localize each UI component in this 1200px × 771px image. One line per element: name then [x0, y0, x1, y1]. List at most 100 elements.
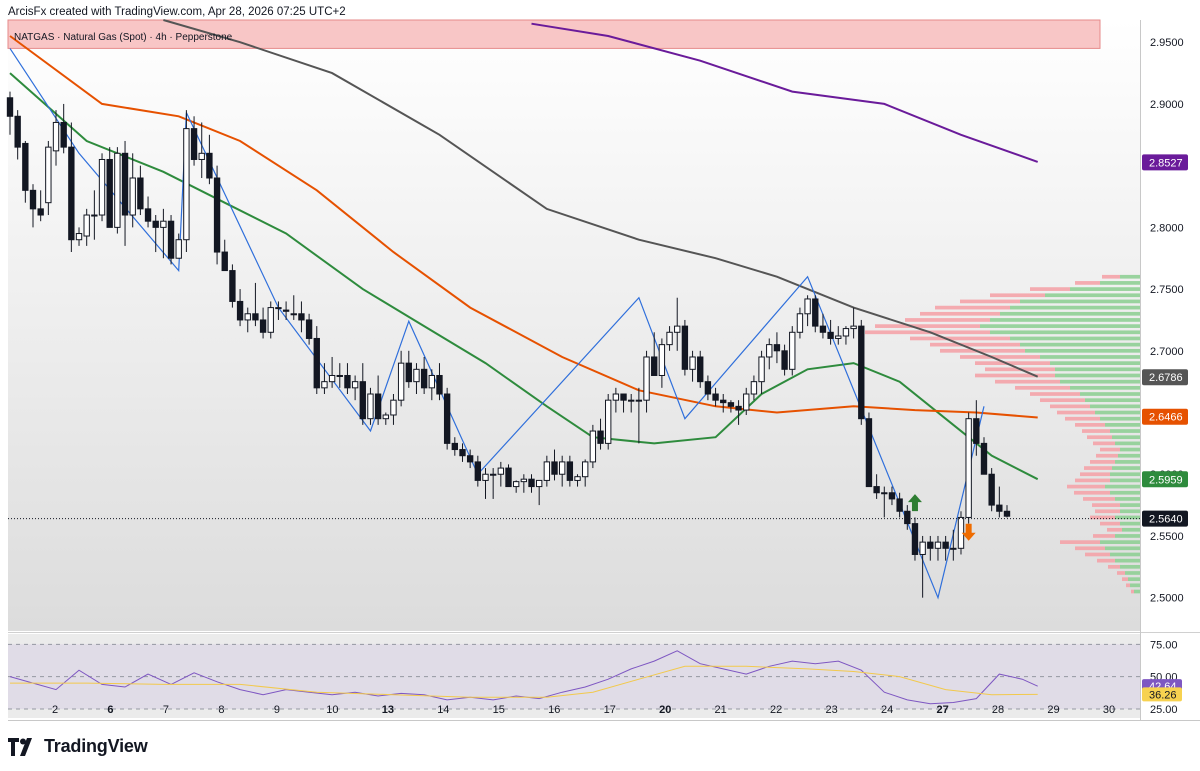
volume-bin-buy: [1120, 564, 1140, 569]
candle-body: [459, 449, 466, 457]
candle: [344, 363, 351, 395]
candle-body: [244, 313, 251, 321]
volume-bin-buy: [1110, 490, 1140, 495]
candle: [91, 190, 98, 240]
volume-bin-sell: [910, 336, 1010, 341]
candle-body: [321, 381, 328, 389]
candle: [551, 449, 558, 481]
volume-bin-buy: [1112, 435, 1140, 440]
candle: [413, 363, 420, 395]
candle: [6, 91, 14, 135]
candle-body: [819, 325, 827, 333]
volume-bin-sell: [1083, 497, 1115, 501]
candle: [290, 295, 297, 320]
candle-body: [512, 481, 520, 488]
candle: [29, 184, 37, 228]
volume-bin-buy: [1085, 398, 1140, 403]
volume-bin-buy: [1118, 453, 1140, 458]
candle: [45, 140, 52, 216]
volume-bin-sell: [960, 299, 1020, 304]
candle-body: [750, 381, 758, 395]
rsi-ma-value-label: 36.26: [1149, 689, 1177, 701]
time-axis-labels: 2 6 7 8 9 10 13 14 15 16 17 20 21 22 23 24 27 28 29 30: [52, 704, 1115, 716]
candle: [512, 480, 520, 493]
candle: [98, 153, 106, 222]
time-tick-label: 10: [326, 704, 338, 716]
candle-body: [397, 362, 405, 401]
candle-body: [635, 399, 643, 402]
volume-bin-sell: [960, 355, 1040, 359]
candle: [451, 437, 458, 456]
volume-bin-sell: [1075, 281, 1100, 285]
candle-body: [114, 152, 121, 228]
resistance-zone: [7, 19, 1101, 49]
volume-profile: [865, 274, 1140, 594]
volume-bin-buy: [1115, 534, 1140, 538]
volume-bin-sell: [1102, 274, 1120, 279]
chart-area[interactable]: 2.95002.90002.85002.80002.75002.70002.65…: [0, 0, 1200, 730]
volume-bin-buy: [1120, 274, 1140, 279]
volume-bin-sell: [1085, 552, 1110, 557]
candle: [83, 208, 90, 246]
rsi-band: [8, 644, 1140, 709]
candle-body: [605, 399, 612, 444]
candle-body: [620, 393, 627, 401]
candle: [459, 443, 466, 462]
time-tick-label: 24: [881, 704, 893, 716]
candle-body: [420, 368, 428, 389]
volume-bin-sell: [1050, 404, 1090, 409]
candle-body: [336, 374, 343, 377]
candle-body: [482, 473, 489, 481]
candle: [697, 350, 704, 388]
candle-body: [298, 313, 305, 321]
candle-body: [766, 344, 773, 358]
candle: [635, 387, 643, 444]
candle: [213, 165, 221, 265]
candle-body: [658, 344, 666, 376]
candle-body: [980, 442, 988, 475]
candle: [14, 110, 21, 160]
volume-bin-sell: [1080, 472, 1110, 477]
candle: [359, 363, 366, 425]
candle-body: [37, 208, 44, 216]
candle-body: [328, 374, 336, 383]
candle: [766, 338, 773, 370]
candle-body: [190, 128, 198, 160]
candle-body: [796, 313, 804, 333]
volume-bin-buy: [1095, 410, 1140, 415]
candle: [842, 326, 850, 345]
volume-bin-sell: [1108, 564, 1120, 569]
candle: [183, 110, 190, 253]
price-badge-label: 2.6786: [1149, 372, 1183, 384]
volume-bin-sell: [1131, 589, 1134, 594]
candle-body: [443, 393, 451, 444]
candle-body: [827, 331, 834, 339]
candle: [605, 394, 612, 450]
candle: [175, 233, 182, 259]
time-tick-label: 15: [493, 704, 505, 716]
candle-body: [313, 337, 320, 389]
candle: [835, 326, 842, 345]
candle-body: [712, 393, 719, 401]
candle: [367, 387, 374, 425]
candle-body: [804, 298, 811, 315]
volume-bin-sell: [940, 348, 1025, 353]
candle-body: [252, 313, 259, 321]
candle: [896, 492, 903, 518]
candle: [466, 449, 474, 469]
price-tick-label: 2.8000: [1150, 222, 1184, 234]
candle: [244, 307, 251, 333]
candle: [804, 295, 811, 327]
volume-bin-sell: [1015, 385, 1070, 390]
candle-body: [628, 399, 635, 402]
rsi-ma-value-badge: [1142, 687, 1182, 702]
volume-bin-buy: [1010, 336, 1140, 341]
volume-bin-sell: [1040, 398, 1085, 403]
candle-body: [22, 142, 29, 191]
candle-body: [259, 319, 267, 333]
time-tick-label: 16: [548, 704, 560, 716]
candle-body: [413, 368, 420, 383]
candle-body: [773, 344, 781, 352]
candle-body: [405, 362, 412, 383]
volume-bin-buy: [1055, 373, 1140, 378]
